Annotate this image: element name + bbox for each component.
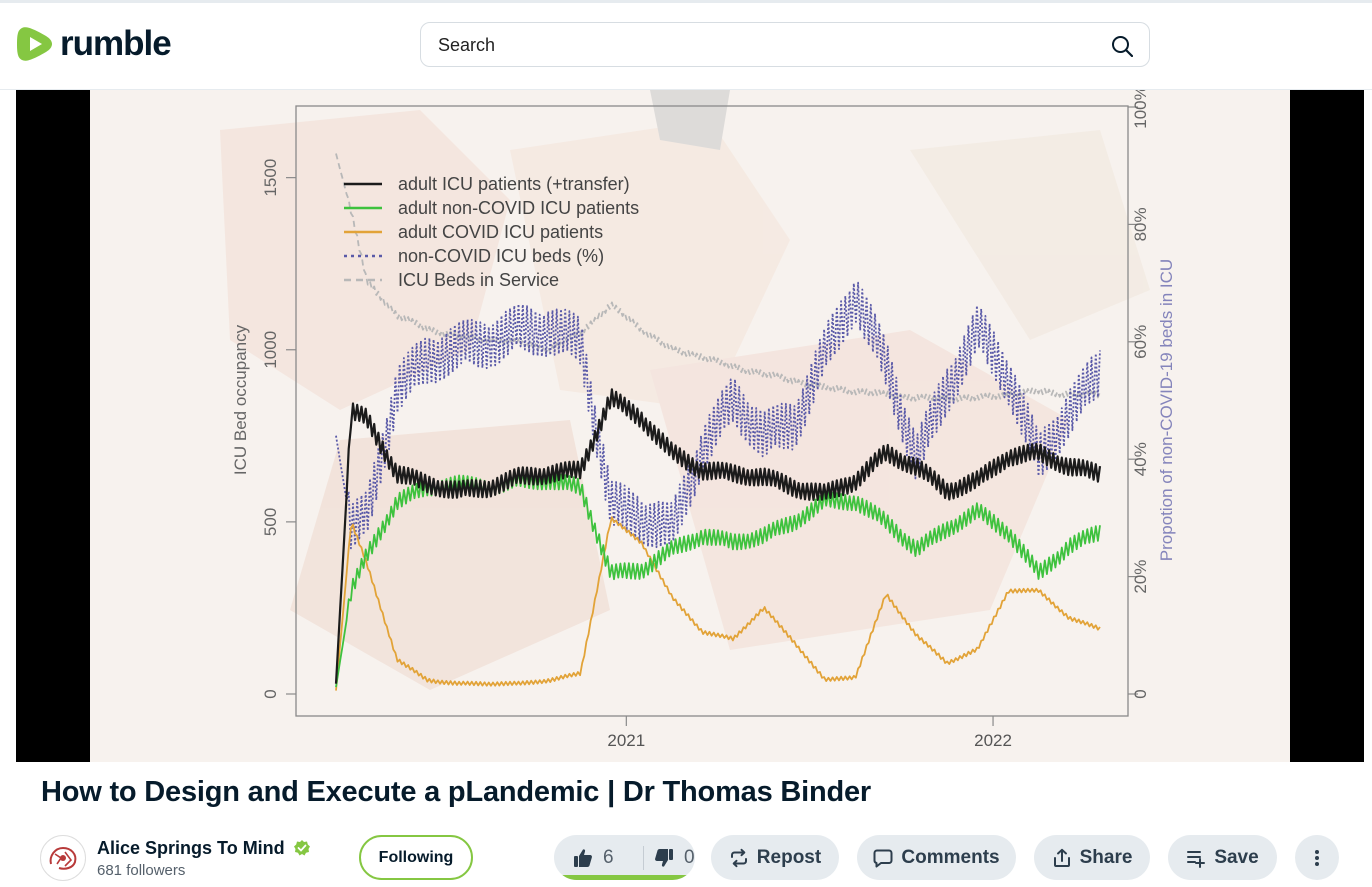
save-button[interactable]: Save [1168,835,1277,880]
y-axis: 0 500 1000 1500 [261,159,296,699]
comment-icon [873,849,893,867]
plot-frame [295,105,1129,717]
logo-text: rumble [60,24,172,63]
series-line-2 [335,516,1101,691]
dislike-button[interactable]: 0 [644,835,695,880]
legend-label: adult COVID ICU patients [398,222,603,242]
x-axis: 2021 2022 [607,716,1012,750]
legend-label: non-COVID ICU beds (%) [398,246,604,266]
video-title: How to Design and Execute a pLandemic | … [41,776,872,808]
share-icon [1053,848,1070,867]
more-options-button[interactable] [1295,835,1339,880]
like-ratio-bar [554,875,690,880]
avatar-emblem-icon [42,837,84,879]
y-tick-label: 1500 [261,159,280,197]
y-right-tick-label: 20% [1131,560,1150,594]
repost-label: Repost [756,846,822,868]
following-button[interactable]: Following [359,835,473,880]
repost-button[interactable]: Repost [711,835,839,880]
y-right-tick-label: 60% [1131,325,1150,359]
video-frame: 0 500 1000 1500 0 20% 40% 60% 80% 100% 2021 2022 … [90,90,1290,762]
y-axis-label: ICU Bed occupancy [231,324,250,475]
thumbs-up-icon [574,848,592,867]
repost-icon [730,848,747,867]
video-player[interactable]: 0 500 1000 1500 0 20% 40% 60% 80% 100% 2021 2022 … [16,90,1364,762]
y-right-axis-label: Propotion of non-COVID-19 beds in ICU [1157,259,1176,561]
legend-label: adult non-COVID ICU patients [398,198,639,218]
search-button[interactable] [1109,33,1135,59]
background-map [220,90,1150,690]
channel-info: Alice Springs To Mind 681 followers [40,835,311,881]
series-line-0 [334,388,1102,684]
channel-name-row: Alice Springs To Mind [97,838,311,859]
dislike-count: 0 [684,846,695,868]
more-vertical-icon [1315,849,1319,866]
share-button[interactable]: Share [1034,835,1150,880]
y-tick-label: 500 [261,508,280,536]
top-border [0,0,1372,3]
legend-label: ICU Beds in Service [398,270,559,290]
search-box [420,22,1150,67]
comments-label: Comments [901,846,1000,868]
y-right-tick-label: 0 [1131,689,1150,698]
y-right-axis: 0 20% 40% 60% 80% 100% [1128,90,1150,699]
playlist-add-icon [1187,850,1206,868]
y-tick-label: 1000 [261,331,280,369]
vote-divider [643,845,644,870]
comments-button[interactable]: Comments [857,835,1016,880]
channel-name[interactable]: Alice Springs To Mind [97,837,285,858]
search-icon [1112,36,1133,57]
series-line-4 [335,153,1101,403]
chart-legend: adult ICU patients (+transfer) adult non-… [344,174,639,290]
y-tick-label: 0 [261,689,280,698]
share-label: Share [1079,846,1133,868]
search-input[interactable] [438,32,1078,58]
y-right-tick-label: 80% [1131,207,1150,241]
rumble-logo[interactable]: rumble [16,24,172,64]
vote-controls: 6 0 [554,835,695,880]
y-right-tick-label: 40% [1131,442,1150,476]
channel-avatar[interactable] [40,835,86,881]
like-count: 6 [603,846,614,868]
y-right-tick-label: 100% [1131,90,1150,129]
channel-text: Alice Springs To Mind 681 followers [97,838,311,879]
verified-icon [293,840,310,856]
save-label: Save [1214,846,1259,868]
follower-count: 681 followers [97,861,186,879]
x-tick-label: 2021 [607,731,645,750]
chart-series [334,153,1102,691]
rumble-play-icon [17,27,52,61]
thumbs-down-icon [655,848,673,867]
site-header: rumble [0,3,1372,90]
legend-label: adult ICU patients (+transfer) [398,174,630,194]
x-tick-label: 2022 [974,731,1012,750]
like-button[interactable]: 6 [554,835,643,880]
series-line-1 [335,470,1101,688]
